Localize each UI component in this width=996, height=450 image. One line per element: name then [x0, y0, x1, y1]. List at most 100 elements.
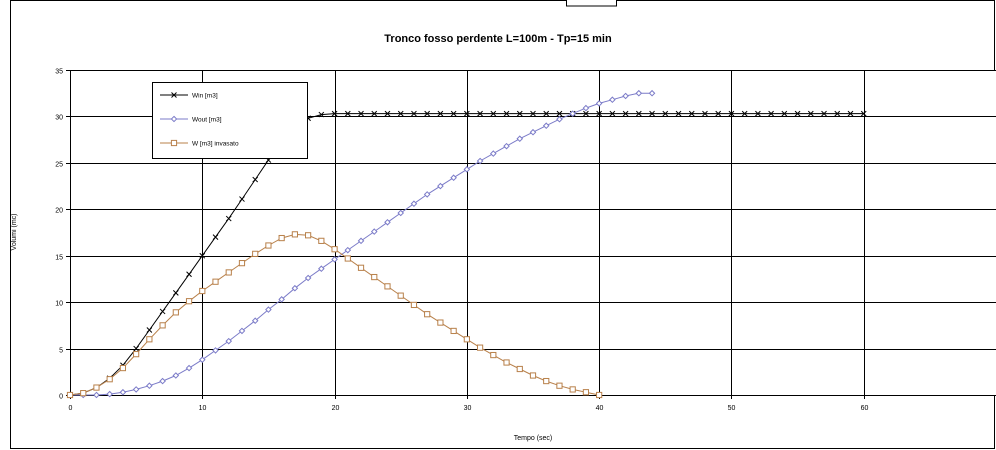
data-point	[384, 110, 391, 117]
data-point	[476, 157, 484, 165]
x-tick-label: 30	[464, 405, 472, 412]
data-point	[596, 391, 603, 399]
data-point	[331, 246, 338, 253]
data-point	[463, 336, 470, 343]
x-axis-label: Tempo (sec)	[514, 435, 553, 442]
data-point	[344, 110, 351, 117]
data-point	[304, 274, 312, 282]
data-point	[516, 365, 523, 373]
data-point	[635, 110, 642, 117]
data-point	[464, 110, 470, 117]
data-point	[119, 364, 127, 372]
data-point	[384, 283, 391, 290]
data-point	[252, 250, 259, 257]
series-layer	[66, 89, 867, 399]
data-point	[516, 135, 524, 143]
data-point	[715, 110, 722, 117]
data-point	[252, 176, 259, 183]
data-point	[238, 327, 246, 335]
data-point	[146, 327, 153, 333]
data-point	[424, 110, 431, 117]
data-point	[556, 110, 563, 117]
data-point	[582, 389, 590, 396]
data-point	[437, 110, 444, 117]
data-point	[662, 110, 669, 117]
data-point	[318, 265, 325, 273]
data-point	[609, 110, 616, 117]
legend-entries: Win [m3] Wout [m3] W [m3] invasato	[160, 92, 239, 148]
data-point	[529, 372, 537, 379]
data-point	[384, 218, 391, 226]
data-point	[556, 382, 563, 389]
data-point	[106, 376, 113, 383]
data-point	[530, 110, 536, 117]
data-point	[265, 306, 272, 313]
data-point	[437, 182, 444, 190]
data-point	[648, 89, 656, 97]
data-point	[477, 110, 483, 117]
data-point	[66, 391, 74, 399]
data-point	[490, 351, 497, 359]
data-point	[516, 110, 523, 117]
data-point	[397, 110, 404, 117]
x-tick-label: 10	[199, 405, 207, 412]
data-point	[569, 110, 576, 117]
legend-label: Win [m3]	[192, 93, 218, 100]
data-point	[490, 110, 497, 117]
data-point	[424, 311, 431, 318]
data-point	[490, 150, 497, 157]
data-point	[821, 110, 827, 117]
data-point	[583, 110, 589, 117]
data-point	[305, 232, 312, 239]
top-box	[566, 0, 617, 7]
data-point	[159, 308, 166, 315]
data-point	[357, 237, 365, 245]
series-2	[66, 231, 603, 399]
data-point	[596, 110, 602, 117]
data-point	[688, 110, 695, 117]
data-point	[238, 260, 246, 267]
data-point	[199, 287, 206, 295]
y-tick-label: 25	[55, 162, 63, 169]
x-tick-label: 50	[728, 405, 736, 412]
data-point	[251, 317, 259, 325]
data-point	[450, 110, 457, 117]
data-point	[702, 110, 708, 117]
data-point	[542, 122, 550, 130]
data-point	[278, 296, 285, 303]
data-point	[172, 290, 179, 296]
data-point	[569, 386, 576, 393]
data-point	[225, 215, 232, 222]
data-point	[423, 191, 431, 198]
data-point	[185, 298, 193, 305]
data-point	[543, 110, 550, 117]
data-point	[781, 110, 788, 117]
x-tick-label: 0	[69, 405, 73, 412]
data-point	[675, 110, 682, 117]
axis-layer: 0 5 10 15 20 25 30 35 0 10 20 30 40 50 60	[55, 69, 996, 412]
x-tick-label: 40	[596, 405, 604, 412]
data-point	[503, 110, 510, 117]
data-point	[159, 322, 166, 329]
data-point	[146, 336, 153, 343]
data-point	[331, 110, 338, 117]
data-point	[503, 142, 510, 150]
legend-marker	[170, 115, 178, 123]
y-tick-label: 35	[55, 69, 63, 76]
data-point	[331, 256, 338, 263]
data-point	[437, 319, 444, 326]
data-point	[186, 271, 192, 278]
data-point	[794, 110, 801, 117]
data-point	[291, 231, 298, 238]
data-point	[860, 110, 867, 117]
data-point	[291, 284, 299, 292]
data-point	[768, 110, 774, 117]
data-point	[344, 255, 351, 262]
data-point	[185, 364, 193, 372]
data-point	[503, 359, 510, 366]
data-point	[318, 111, 325, 118]
y-tick-label: 5	[59, 348, 63, 355]
y-tick-label: 30	[55, 115, 63, 122]
